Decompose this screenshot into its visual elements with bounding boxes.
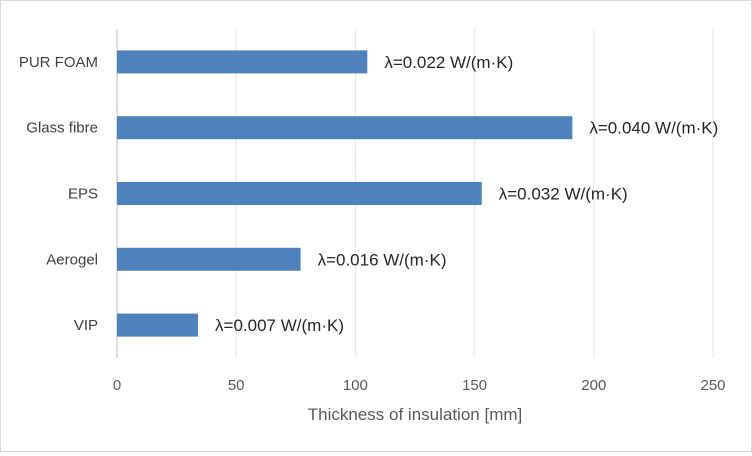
category-label: VIP [74,317,98,334]
data-label: λ=0.032 W/(m·K) [499,185,628,204]
category-label: Aerogel [46,251,98,268]
x-tick-label: 50 [228,377,245,394]
category-labels: PUR FOAM Glass fibre EPS Aerogel VIP [19,54,98,334]
x-tick-label: 150 [462,377,487,394]
x-tick-label: 200 [581,377,606,394]
category-label: PUR FOAM [19,54,98,71]
bar [117,313,199,337]
data-label: λ=0.040 W/(m·K) [589,119,718,138]
bar [117,116,573,140]
category-label: Glass fibre [26,120,98,137]
data-labels: λ=0.022 W/(m·K) λ=0.040 W/(m·K) λ=0.032 W/… [215,53,718,335]
bar [117,247,301,271]
bar [117,182,482,205]
bar [117,50,368,74]
x-axis-title: Thickness of insulation [mm] [308,405,522,424]
data-label: λ=0.022 W/(m·K) [384,53,513,72]
x-tick-labels: 0 50 100 150 200 250 [113,377,726,394]
x-tick-label: 250 [700,377,725,394]
x-tick-label: 0 [113,377,121,394]
data-label: λ=0.016 W/(m·K) [318,250,447,269]
data-label: λ=0.007 W/(m·K) [215,316,344,335]
bars [117,50,573,337]
category-label: EPS [68,186,98,203]
x-tick-label: 100 [343,377,368,394]
